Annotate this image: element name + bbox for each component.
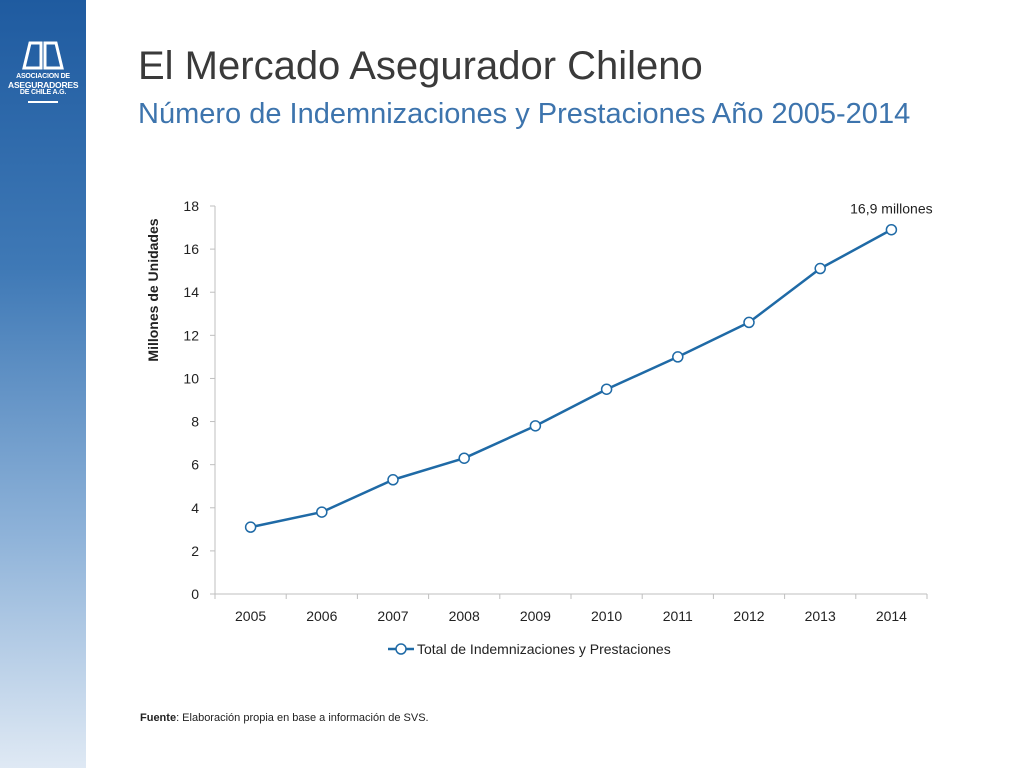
y-tick-label: 8 <box>191 414 199 430</box>
x-tick-label: 2008 <box>449 608 480 624</box>
logo-line-3: DE CHILE A.G. <box>19 89 67 96</box>
y-tick-label: 4 <box>191 500 199 516</box>
x-tick-label: 2014 <box>876 608 907 624</box>
data-point <box>387 474 399 486</box>
association-logo: ASOCIACION DE ASEGURADORES DE CHILE A.G. <box>8 40 79 103</box>
y-tick-label: 0 <box>191 586 199 602</box>
page-title: El Mercado Asegurador Chileno <box>138 44 703 88</box>
x-tick-label: 2012 <box>733 608 764 624</box>
y-tick-label: 14 <box>183 284 199 300</box>
data-point <box>600 383 613 395</box>
x-tick-label: 2011 <box>663 608 693 624</box>
data-label: 16,9 millones <box>850 201 933 217</box>
data-point <box>244 521 257 533</box>
y-tick-label: 2 <box>191 543 199 559</box>
data-point <box>316 506 328 518</box>
data-point <box>458 452 470 464</box>
legend-label: Total de Indemnizaciones y Prestaciones <box>417 641 671 657</box>
logo-emblem-icon <box>22 41 64 70</box>
x-tick-label: 2013 <box>805 608 836 624</box>
page-subtitle: Número de Indemnizaciones y Prestaciones… <box>138 98 911 130</box>
logo-line-2: ASEGURADORES <box>8 80 79 90</box>
x-tick-label: 2009 <box>520 608 551 624</box>
y-tick-label: 10 <box>183 370 199 386</box>
data-point <box>529 420 542 432</box>
source-text: : Elaboración propia en base a informaci… <box>176 712 429 724</box>
sidebar-band: ASOCIACION DE ASEGURADORES DE CHILE A.G. <box>0 0 86 768</box>
x-tick-label: 2005 <box>235 608 266 624</box>
data-point <box>743 316 755 329</box>
line-chart: 0 2 4 6 8 10 12 14 16 18 2005 2006 2007 2008 2009 2010 2… <box>145 198 933 657</box>
source-note: Fuente: Elaboración propia en base a inf… <box>140 712 429 724</box>
series-line <box>250 228 892 529</box>
x-tick-label: 2007 <box>377 608 408 624</box>
x-tick-label: 2010 <box>591 608 622 624</box>
data-point <box>814 262 826 275</box>
y-tick-label: 16 <box>183 241 199 257</box>
y-axis-title: Millones de Unidades <box>145 218 161 361</box>
logo-text: ASOCIACION DE ASEGURADORES DE CHILE A.G. <box>8 73 79 97</box>
data-point <box>672 351 684 363</box>
logo-divider <box>28 101 58 103</box>
source-label: Fuente <box>140 712 177 724</box>
logo-line-1: ASOCIACION DE <box>16 73 70 80</box>
data-point <box>885 223 898 236</box>
y-tick-label: 12 <box>183 327 199 343</box>
legend-marker-swatch <box>395 643 407 655</box>
x-tick-label: 2006 <box>306 608 337 624</box>
y-tick-label: 6 <box>191 457 199 473</box>
y-tick-label: 18 <box>183 198 199 214</box>
